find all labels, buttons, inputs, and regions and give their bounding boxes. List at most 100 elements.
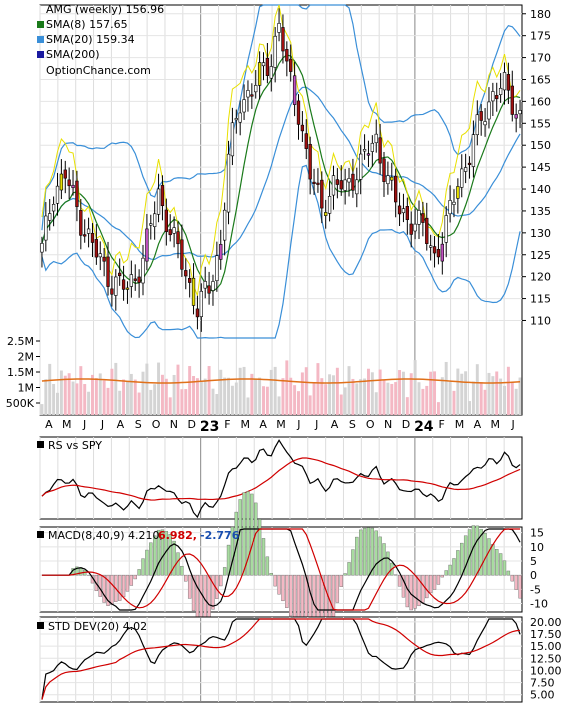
volume-bar: [168, 397, 172, 415]
macd-hist-bar: [479, 528, 483, 576]
price-tick-label: 170: [530, 52, 551, 65]
price-tick-label: 175: [530, 30, 551, 43]
candle-body: [502, 72, 507, 91]
price-tick-label: 135: [530, 205, 551, 218]
macd-hist-value: -2.776: [200, 529, 240, 542]
candle-body: [390, 176, 394, 181]
volume-bar: [227, 377, 231, 415]
macd-hist-bar: [110, 574, 114, 605]
rs-lines: [41, 439, 521, 519]
month-label: O: [152, 418, 161, 431]
volume-bar: [230, 385, 234, 415]
macd-hist-bar: [436, 574, 441, 585]
bollinger-bands: [41, 4, 521, 339]
volume-tick-label: 1.5M: [7, 366, 34, 379]
macd-hist-bar: [514, 574, 518, 590]
candle-body: [86, 228, 91, 234]
volume-bar: [106, 387, 110, 415]
macd-signal-value: 6.982,: [158, 529, 197, 542]
volume-bar: [110, 368, 114, 415]
volume-bar: [417, 382, 421, 415]
candle-body: [102, 256, 106, 262]
macd-hist-bar: [518, 574, 522, 599]
volume-bar: [63, 375, 67, 415]
candle-body: [48, 213, 52, 221]
macd-hist-bar: [195, 574, 200, 618]
macd-hist-bar: [456, 550, 460, 576]
macd-hist-bar: [230, 526, 235, 576]
candle-body: [366, 153, 371, 156]
macd-hist-bar: [129, 574, 134, 586]
candle-body: [67, 179, 71, 187]
candle-body: [110, 288, 114, 295]
candle-body: [506, 74, 511, 91]
month-label: D: [402, 418, 410, 431]
volume-bar: [429, 371, 433, 415]
volume-bar: [234, 382, 238, 415]
volume-bar: [195, 378, 199, 415]
price-tick-label: 165: [530, 73, 551, 86]
month-label: A: [259, 418, 267, 431]
month-label: J: [100, 418, 104, 431]
std-tick-label: 12.50: [530, 652, 562, 665]
macd-hist-bar: [370, 527, 375, 576]
candle-body: [195, 308, 200, 318]
candle-body: [199, 290, 203, 317]
candle-body: [59, 173, 64, 191]
volume-bar: [328, 374, 332, 415]
volume-bar: [413, 360, 417, 415]
volume-y-axis: 2.5M 2M 1.5M 1M 500K: [6, 335, 40, 410]
volume-bar: [363, 378, 367, 415]
candle-body: [149, 223, 153, 226]
rs-average-line: [41, 457, 521, 501]
macd-hist-bar: [401, 574, 406, 598]
candle-body: [514, 114, 518, 119]
volume-bar: [238, 367, 242, 415]
macd-hist-bar: [191, 574, 196, 611]
volume-bar: [297, 391, 300, 415]
macd-tick-label: 15: [530, 527, 544, 540]
volume-bar: [464, 371, 468, 415]
candle-body: [448, 200, 452, 215]
volume-bar: [479, 382, 483, 415]
candle-body: [324, 212, 328, 216]
volume-bar: [382, 380, 386, 415]
volume-bar: [269, 369, 273, 415]
rs-panel-frame: [39, 436, 523, 520]
volume-tick-label: 2.5M: [7, 335, 34, 348]
candle-body: [222, 209, 227, 241]
macd-hist-bar: [374, 530, 378, 576]
candle-body: [106, 256, 110, 287]
candle-body: [312, 181, 316, 184]
sma20-line: [41, 86, 521, 261]
volume-bar: [452, 390, 456, 415]
candle-body: [145, 228, 149, 262]
macd-hist-bar: [452, 558, 456, 576]
candle-body: [90, 233, 95, 243]
candle-body: [436, 249, 441, 258]
volume-bar: [425, 385, 429, 415]
volume-bar: [160, 374, 164, 415]
macd-hist-bar: [292, 574, 297, 624]
candle-body: [254, 85, 258, 93]
macd-hist-bar: [386, 551, 390, 576]
volume-bar: [378, 369, 382, 415]
volume-bar: [122, 379, 126, 415]
ticker-label: AMG (weekly) 156.96: [46, 3, 164, 16]
candle-body: [83, 234, 87, 237]
price-tick-label: 115: [530, 293, 551, 306]
volume-bar: [444, 361, 448, 415]
volume-bar: [351, 378, 355, 415]
volume-bar: [436, 402, 440, 415]
volume-bar: [157, 362, 161, 415]
month-axis: A M J J A S O N D 23 F M A M J J A S O N D 24 F M A M J: [45, 418, 515, 435]
candle-body: [292, 75, 297, 105]
price-y-axis: 110 115 120 125 130 135 140 145 150 155 160 165 170 1…: [522, 8, 551, 327]
candle-body: [277, 23, 281, 33]
volume-bar: [133, 379, 137, 415]
macd-hist-bar: [125, 574, 130, 592]
macd-hist-bar: [199, 574, 203, 620]
macd-hist-bar: [207, 574, 211, 618]
month-label: F: [439, 418, 445, 431]
